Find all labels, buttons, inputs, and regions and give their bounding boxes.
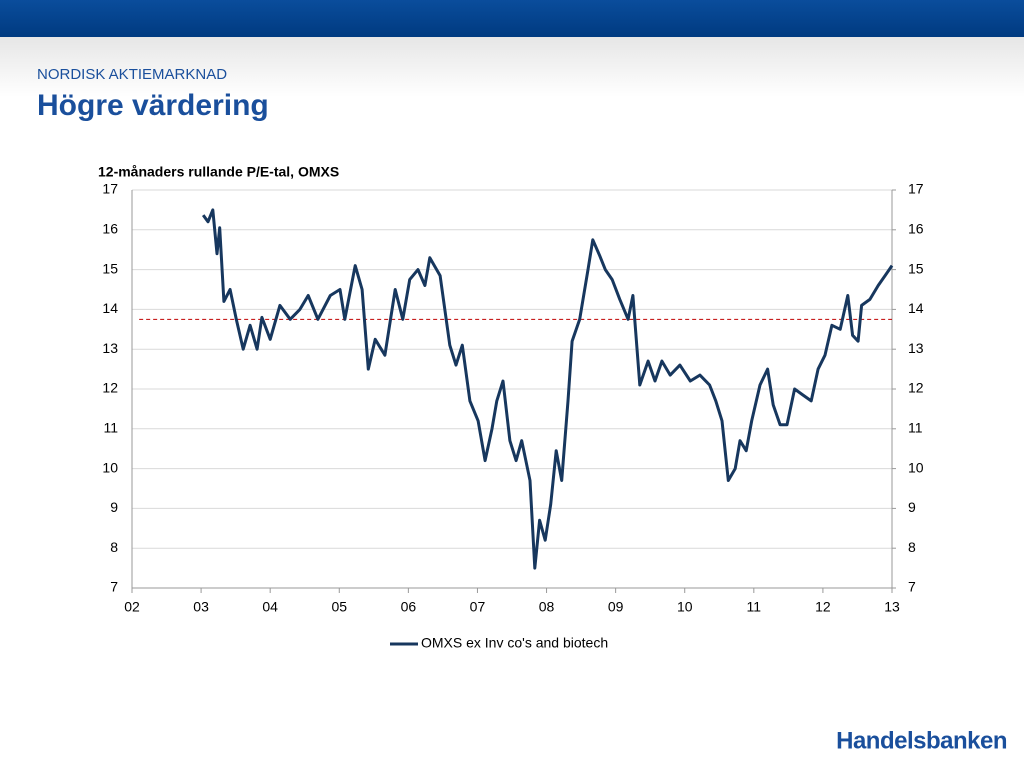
y2-tick-label: 16: [908, 221, 924, 237]
x-tick-label: 02: [124, 599, 140, 615]
y-tick-label: 14: [102, 300, 118, 316]
x-tick-label: 07: [470, 599, 486, 615]
y-tick-label: 17: [102, 181, 118, 197]
y-tick-label: 8: [110, 539, 118, 555]
y2-tick-label: 8: [908, 539, 916, 555]
y-tick-label: 16: [102, 221, 118, 237]
slide-title: Högre värdering: [37, 89, 269, 122]
x-tick-label: 11: [747, 599, 762, 615]
kicker: NORDISK AKTIEMARKNAD: [37, 66, 227, 83]
y-tick-label: 15: [102, 260, 118, 276]
top-band: [0, 0, 1024, 37]
y-tick-label: 12: [102, 380, 118, 396]
x-tick-label: 09: [608, 599, 624, 615]
x-tick-label: 05: [331, 599, 347, 615]
header-fade: [0, 37, 1024, 97]
x-tick-label: 03: [193, 599, 209, 615]
y-tick-label: 13: [102, 340, 118, 356]
data-line: [201, 208, 894, 570]
y-tick-label: 9: [110, 499, 118, 515]
y2-tick-label: 10: [908, 459, 924, 475]
y-tick-label: 10: [102, 459, 118, 475]
x-tick-label: 06: [401, 599, 417, 615]
x-tick-label: 13: [884, 599, 900, 615]
y2-tick-label: 12: [908, 380, 924, 396]
y2-tick-label: 13: [908, 340, 924, 356]
y2-tick-label: 15: [908, 260, 924, 276]
y2-tick-label: 17: [908, 181, 924, 197]
y2-tick-label: 7: [908, 579, 916, 595]
y2-tick-label: 14: [908, 300, 924, 316]
legend-label: OMXS ex Inv co's and biotech: [421, 635, 608, 651]
logo: Handelsbanken: [836, 727, 1007, 754]
x-tick-label: 12: [815, 599, 831, 615]
chart-title: 12-månaders rullande P/E-tal, OMXS: [98, 164, 339, 180]
y2-tick-label: 9: [908, 499, 916, 515]
x-tick-label: 08: [539, 599, 555, 615]
x-tick-label: 10: [677, 599, 693, 615]
x-tick-label: 04: [262, 599, 278, 615]
y2-tick-label: 11: [908, 420, 923, 436]
y-tick-label: 11: [103, 420, 118, 436]
y-tick-label: 7: [110, 579, 118, 595]
